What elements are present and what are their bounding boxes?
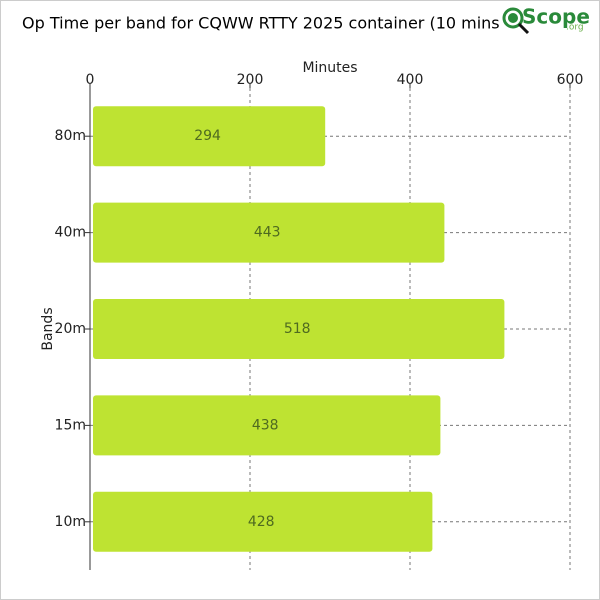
- bar: [93, 299, 505, 359]
- logo: Scope .org: [500, 4, 592, 38]
- logo-text: Scope: [522, 5, 590, 29]
- x-tick-label: 200: [237, 72, 264, 88]
- y-tick-label: 15m: [55, 417, 86, 433]
- bar: [93, 395, 441, 456]
- y-tick-label: 80m: [55, 128, 86, 144]
- bar: [93, 491, 433, 552]
- x-tick-label: 400: [397, 72, 424, 88]
- x-tick-label: 600: [557, 72, 584, 88]
- y-axis-label: Bands: [40, 307, 56, 350]
- bar: [93, 106, 326, 167]
- y-tick-label: 40m: [55, 225, 86, 241]
- value-label: 438: [252, 417, 279, 433]
- logo-handle: [517, 22, 530, 35]
- value-label: 428: [248, 514, 275, 530]
- y-tick-label: 10m: [55, 514, 86, 530]
- logo-dot: [508, 13, 518, 23]
- x-tick-label: 0: [86, 72, 95, 88]
- x-axis-label: Minutes: [302, 60, 357, 76]
- y-tick-label: 20m: [55, 321, 86, 337]
- logo-suffix: .org: [566, 23, 584, 33]
- value-label: 294: [194, 128, 221, 144]
- value-label: 443: [254, 225, 281, 241]
- chart-title: Op Time per band for CQWW RTTY 2025 cont…: [22, 14, 543, 33]
- value-label: 518: [284, 321, 311, 337]
- bar: [93, 202, 445, 263]
